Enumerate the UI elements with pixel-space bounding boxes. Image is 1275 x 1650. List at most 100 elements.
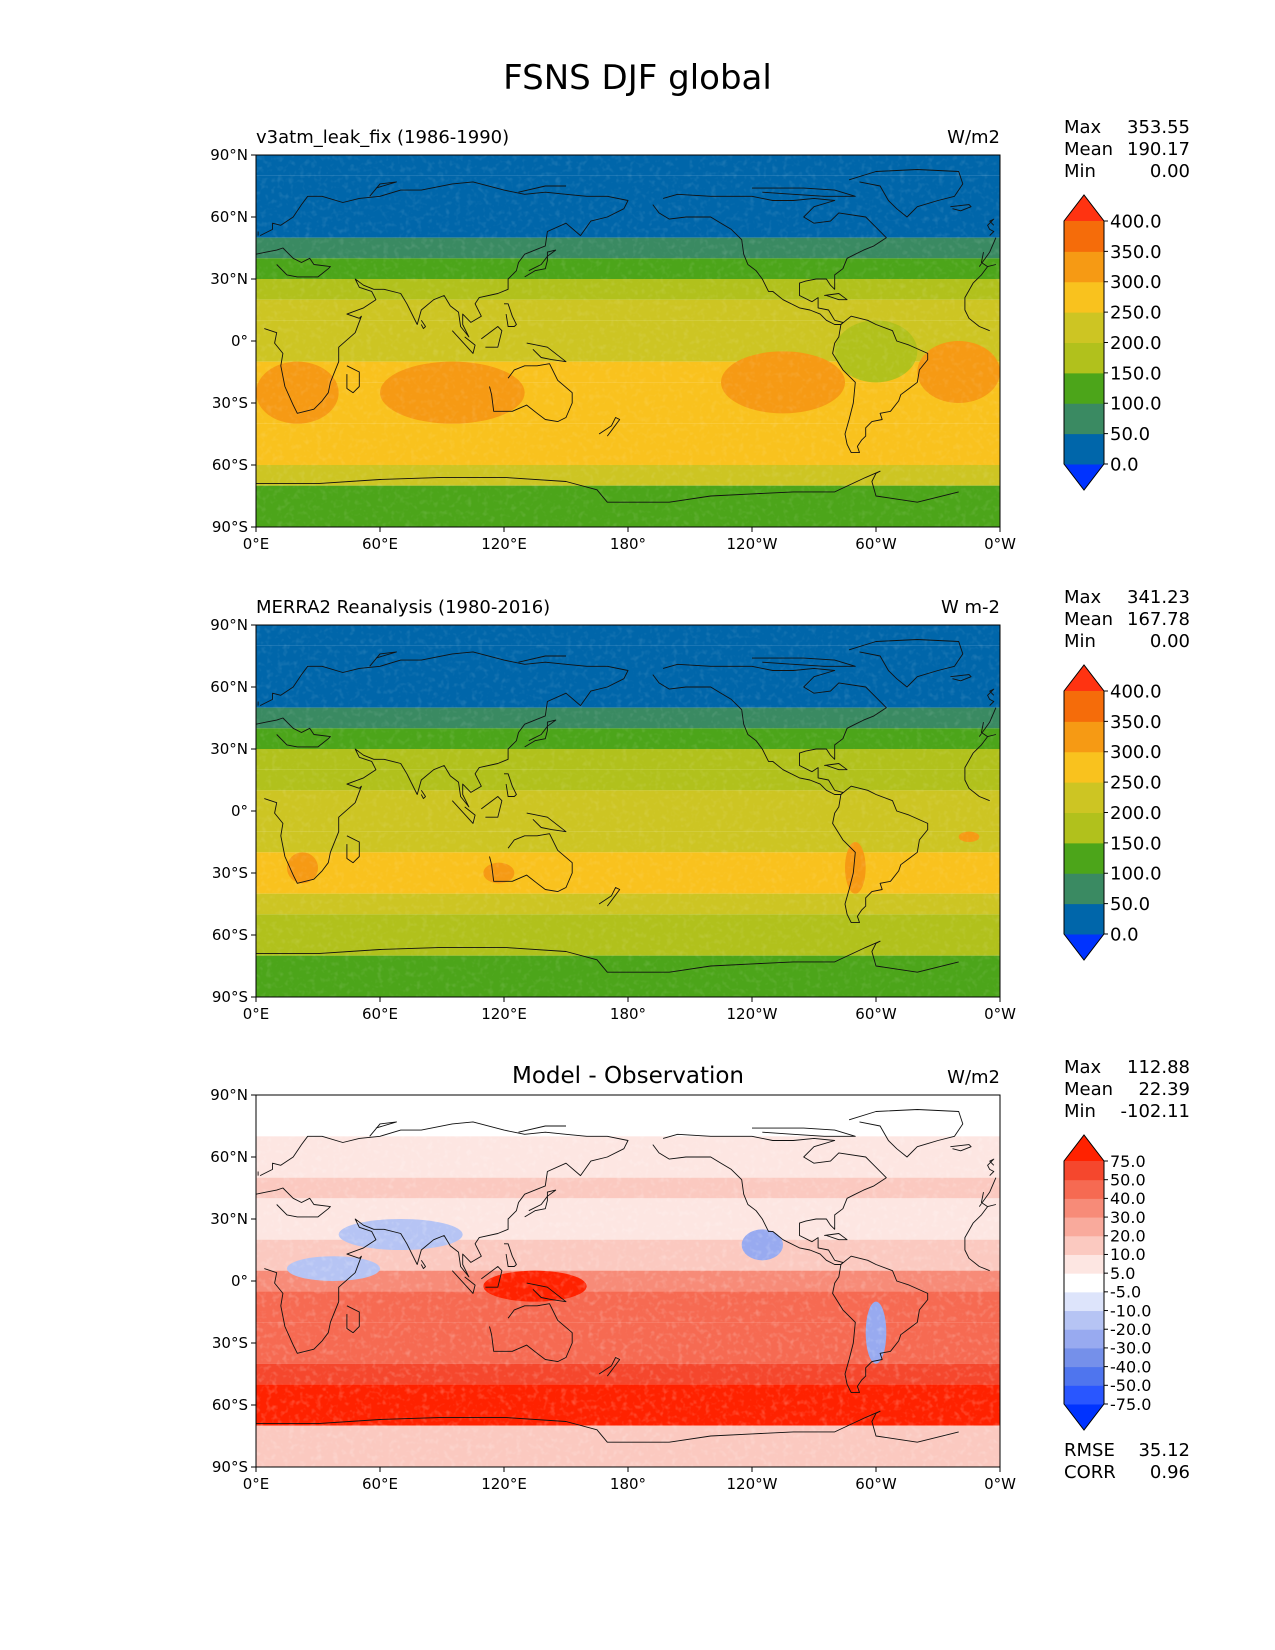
y-tick-label: 60°S	[212, 926, 248, 944]
colorbar-label: 200.0	[1110, 333, 1162, 354]
coastline	[257, 1158, 995, 1176]
stat-mean: Mean 22.39	[1064, 1079, 1190, 1100]
coastline	[598, 417, 621, 437]
y-tick-label: 60°N	[210, 208, 248, 226]
y-tick-label: 90°S	[212, 518, 248, 536]
y-tick-label: 60°S	[212, 1396, 248, 1414]
colorbar-label: 350.0	[1110, 242, 1162, 263]
y-tick-label: 60°N	[210, 1148, 248, 1166]
y-tick-label: 30°N	[210, 270, 248, 288]
y-tick-label: 90°N	[210, 616, 248, 634]
colorbar-extend-max	[1064, 1135, 1104, 1161]
coastline	[526, 1282, 567, 1303]
panel-3-stats: Max 112.88 Mean 22.39 Min -102.11	[1064, 1057, 1190, 1123]
colorbar-label: 10.0	[1110, 1245, 1146, 1264]
colorbar-segment	[1064, 1198, 1104, 1218]
colorbar-segment	[1064, 372, 1104, 404]
x-tick-label: 180°	[610, 1005, 646, 1023]
colorbar-segment	[1064, 1217, 1104, 1237]
panel-units: W/m2	[947, 127, 1000, 148]
coastlines	[256, 1109, 997, 1443]
x-tick-label: 60°W	[855, 1475, 897, 1493]
coastline	[256, 1121, 997, 1354]
coastline	[652, 193, 887, 325]
coastline	[420, 790, 426, 800]
colorbar-label: 150.0	[1110, 833, 1162, 854]
colorbar-label: 0.0	[1110, 454, 1139, 475]
coastline	[369, 1121, 397, 1137]
x-tick-label: 0°E	[243, 1005, 270, 1023]
coastline	[832, 315, 929, 454]
y-tick-label: 30°N	[210, 1210, 248, 1228]
colorbar: -75.0-50.0-40.0-30.0-20.0-10.0-5.05.010.…	[1063, 1134, 1151, 1431]
colorbar: 0.0 50.0 100.0 150.0 200.0 250.0 300.0 350.0 400…	[1063, 194, 1162, 491]
colorbar-segment	[1064, 251, 1104, 283]
coastline	[420, 320, 426, 330]
colorbar-segment	[1064, 812, 1104, 844]
coastlines	[256, 639, 997, 973]
coastline	[346, 365, 360, 394]
stat-max: Max 341.23	[1064, 587, 1190, 608]
texture-overlay	[256, 155, 1000, 527]
colorbar-segment	[1064, 221, 1104, 252]
stat-corr: CORR 0.96	[1064, 1462, 1190, 1483]
x-tick-label: 120°E	[481, 1005, 527, 1023]
x-tick-label: 0°W	[984, 535, 1016, 553]
coastline	[832, 1255, 929, 1394]
panel-left-title: MERRA2 Reanalysis (1980-2016)	[256, 597, 550, 618]
colorbar-label: 5.0	[1110, 1264, 1135, 1283]
colorbar-extend-min	[1064, 934, 1104, 960]
x-tick-label: 0°W	[984, 1005, 1016, 1023]
map-panel-2: 0°E 60°E 120°E 180° 120°W 60°W 0°W 90°N 60°N 30°N…	[210, 597, 1161, 1023]
colorbar-segment	[1064, 1254, 1104, 1274]
colorbar-segment	[1064, 1366, 1104, 1386]
coastline	[848, 1109, 964, 1158]
panel-left-title: v3atm_leak_fix (1986-1990)	[256, 127, 509, 148]
coastline	[504, 303, 517, 327]
coastline	[824, 763, 848, 771]
x-tick-label: 120°W	[727, 535, 778, 553]
stat-min: Min -102.11	[1064, 1101, 1190, 1122]
y-tick-label: 90°S	[212, 988, 248, 1006]
panel-3-skill-stats: RMSE 35.12 CORR 0.96	[1064, 1440, 1190, 1484]
panel-units: W/m2	[947, 1067, 1000, 1088]
field-layer	[256, 1095, 1000, 1467]
coastline	[257, 688, 995, 706]
stat-rmse: RMSE 35.12	[1064, 1440, 1190, 1461]
coastline	[524, 719, 557, 748]
colorbar-label: 20.0	[1110, 1227, 1146, 1246]
y-tick-label: 30°S	[212, 394, 248, 412]
colorbar-label: -75.0	[1110, 1395, 1151, 1414]
colorbar-label: 100.0	[1110, 394, 1162, 415]
x-tick-label: 120°E	[481, 1475, 527, 1493]
x-tick-label: 60°E	[362, 1005, 398, 1023]
colorbar-segment	[1064, 342, 1104, 374]
coastline	[420, 1260, 426, 1270]
colorbar-segment	[1064, 903, 1104, 935]
colorbar-segment	[1064, 1179, 1104, 1199]
colorbar-segment	[1064, 1385, 1104, 1405]
colorbar-segment	[1064, 403, 1104, 435]
colorbar-label: -20.0	[1110, 1320, 1151, 1339]
x-tick-label: 60°E	[362, 1475, 398, 1493]
colorbar-label: 100.0	[1110, 864, 1162, 885]
texture-overlay	[256, 1095, 1000, 1467]
coastline	[256, 470, 959, 503]
colorbar-segment	[1064, 281, 1104, 313]
coastline	[524, 1189, 557, 1218]
y-tick-label: 0°	[231, 802, 248, 820]
colorbar-label: 300.0	[1110, 272, 1162, 293]
coastline	[369, 181, 397, 197]
coastline	[848, 169, 964, 218]
coastline	[598, 887, 621, 907]
colorbar-label: 250.0	[1110, 773, 1162, 794]
x-tick-label: 0°W	[984, 1475, 1016, 1493]
colorbar: 0.0 50.0 100.0 150.0 200.0 250.0 300.0 350.0 400…	[1063, 664, 1162, 961]
stat-min: Min 0.00	[1064, 161, 1190, 182]
colorbar-segment	[1064, 1291, 1104, 1312]
x-tick-label: 120°W	[727, 1475, 778, 1493]
coastline	[256, 940, 959, 973]
coastline	[950, 674, 972, 682]
figure-title: FSNS DJF global	[503, 58, 772, 98]
colorbar-segment	[1064, 873, 1104, 905]
